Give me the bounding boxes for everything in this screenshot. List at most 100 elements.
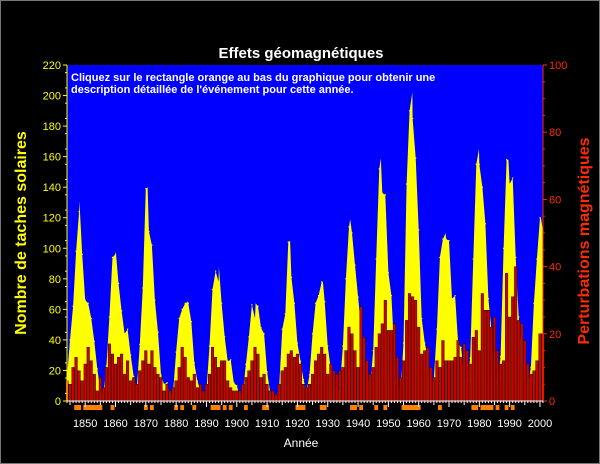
sunspot-point (327, 345, 329, 347)
disturbance-bar (68, 384, 72, 402)
event-marker-row[interactable] (74, 405, 515, 410)
event-marker[interactable] (83, 405, 88, 410)
event-marker[interactable] (228, 405, 233, 410)
event-marker[interactable] (474, 405, 479, 410)
sunspot-point (211, 288, 214, 291)
disturbance-bar (317, 353, 321, 402)
disturbance-bar (213, 357, 217, 402)
disturbance-bar (168, 390, 172, 402)
disturbance-bar (505, 273, 509, 402)
y-tick-label-left: 140 (43, 182, 61, 194)
disturbance-bar (286, 353, 290, 402)
disturbance-bar (165, 384, 169, 402)
event-marker[interactable] (322, 405, 327, 410)
event-marker[interactable] (98, 405, 103, 410)
sunspot-point (348, 226, 350, 228)
disturbance-bar (538, 333, 542, 402)
event-marker[interactable] (416, 405, 421, 410)
sunspot-point (402, 342, 405, 344)
x-tick-label: 1920 (285, 418, 309, 430)
sunspot-point (248, 336, 250, 338)
sunspot-point (218, 281, 220, 283)
event-marker[interactable] (265, 405, 269, 410)
disturbance-bar (350, 333, 354, 402)
y-axis-left-label: Nombre de taches solaires (13, 131, 30, 335)
event-marker[interactable] (244, 405, 248, 410)
disturbance-bar (83, 363, 87, 402)
event-marker[interactable] (413, 405, 418, 410)
disturbance-bar (392, 323, 396, 402)
event-marker[interactable] (350, 405, 354, 410)
disturbance-bar (329, 363, 333, 402)
disturbance-bar (123, 373, 127, 402)
disturbance-bar (141, 360, 145, 402)
disturbance-bar (223, 360, 227, 402)
event-marker[interactable] (480, 405, 485, 410)
sunspot-point (312, 333, 314, 335)
event-marker[interactable] (471, 405, 476, 410)
event-marker[interactable] (295, 405, 300, 410)
disturbance-bar (162, 390, 166, 402)
event-marker[interactable] (401, 405, 406, 410)
event-marker[interactable] (192, 405, 197, 410)
y-tick-label-right: 100 (549, 60, 567, 72)
event-marker[interactable] (404, 405, 409, 410)
event-marker[interactable] (410, 405, 415, 410)
event-marker[interactable] (353, 405, 357, 410)
disturbance-bar (499, 363, 503, 402)
sunspot-point (215, 270, 217, 272)
event-marker[interactable] (77, 405, 81, 410)
disturbance-bar (156, 373, 160, 402)
event-marker[interactable] (486, 405, 491, 410)
sunspot-point (245, 363, 247, 365)
sunspot-point (236, 385, 238, 387)
event-marker[interactable] (374, 405, 379, 410)
sunspot-point (518, 316, 520, 318)
event-marker[interactable] (359, 405, 363, 410)
sunspot-point (412, 117, 414, 120)
sunspot-point (151, 244, 153, 246)
event-marker[interactable] (407, 405, 412, 410)
sunspot-point (442, 238, 444, 240)
sunspot-point (193, 362, 195, 364)
disturbance-bar (186, 377, 190, 402)
event-marker[interactable] (216, 405, 221, 410)
disturbance-bar (474, 330, 478, 402)
sunspot-point (251, 304, 253, 306)
event-marker[interactable] (489, 405, 494, 410)
event-marker[interactable] (174, 405, 178, 410)
event-marker[interactable] (504, 405, 509, 410)
y-tick-label-right: 0 (549, 396, 555, 408)
event-marker[interactable] (483, 405, 488, 410)
event-marker[interactable] (438, 405, 442, 410)
event-marker[interactable] (74, 405, 78, 410)
event-marker[interactable] (143, 405, 148, 410)
disturbance-bar (411, 296, 415, 402)
event-marker[interactable] (319, 405, 324, 410)
sunspot-point (439, 256, 441, 258)
event-marker[interactable] (495, 405, 500, 410)
event-marker[interactable] (150, 405, 154, 410)
sunspot-point (436, 328, 438, 330)
event-marker[interactable] (86, 405, 91, 410)
event-marker[interactable] (110, 405, 115, 410)
event-marker[interactable] (383, 405, 388, 410)
sunspot-point (117, 282, 120, 284)
event-marker[interactable] (92, 405, 97, 410)
event-marker[interactable] (210, 405, 215, 410)
disturbance-bar (295, 353, 299, 402)
event-marker[interactable] (222, 405, 227, 410)
event-marker[interactable] (95, 405, 100, 410)
event-marker[interactable] (89, 405, 94, 410)
event-marker[interactable] (213, 405, 218, 410)
x-tick-label: 2000 (528, 418, 552, 430)
event-marker[interactable] (301, 405, 306, 410)
disturbance-bar (144, 350, 148, 402)
event-marker[interactable] (180, 405, 185, 410)
event-marker[interactable] (298, 405, 303, 410)
sunspot-point (342, 345, 344, 347)
event-marker[interactable] (510, 405, 515, 410)
x-tick-label: 1930 (315, 418, 339, 430)
event-marker[interactable] (262, 405, 266, 410)
sunspot-point (108, 316, 110, 318)
